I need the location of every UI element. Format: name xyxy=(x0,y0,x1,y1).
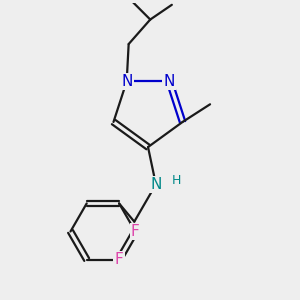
Text: N: N xyxy=(150,177,162,192)
Text: N: N xyxy=(121,74,132,89)
Text: F: F xyxy=(115,252,124,267)
Text: N: N xyxy=(164,74,175,89)
Text: H: H xyxy=(172,174,181,187)
Text: F: F xyxy=(131,224,140,239)
